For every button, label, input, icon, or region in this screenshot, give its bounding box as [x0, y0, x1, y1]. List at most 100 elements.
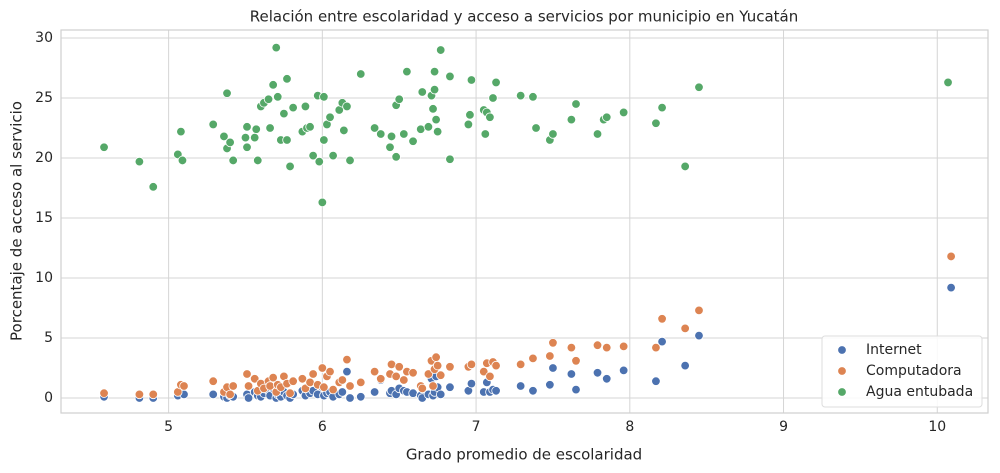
x-tick-label: 6	[318, 419, 327, 435]
point	[485, 112, 495, 122]
legend: Internet Computadora Agua entubada	[821, 335, 983, 408]
point	[428, 104, 438, 114]
point	[528, 353, 538, 364]
legend-marker	[837, 366, 847, 376]
point	[285, 388, 295, 398]
point	[225, 389, 235, 400]
point	[602, 374, 612, 384]
point	[342, 354, 352, 365]
point	[566, 342, 577, 353]
y-tick-label: 30	[35, 30, 53, 46]
point	[356, 69, 366, 79]
point	[243, 393, 254, 403]
x-tick-label: 8	[625, 419, 634, 435]
point	[571, 356, 581, 366]
point	[592, 129, 603, 139]
point	[325, 366, 335, 377]
point	[602, 342, 612, 353]
point	[317, 197, 328, 208]
point	[325, 112, 335, 122]
point	[943, 77, 953, 88]
point	[273, 92, 283, 102]
point	[528, 386, 538, 396]
point	[480, 129, 490, 139]
point	[445, 382, 455, 392]
point	[376, 129, 386, 139]
point	[308, 150, 318, 161]
point	[208, 119, 218, 130]
point	[228, 155, 238, 166]
point	[592, 340, 603, 350]
point	[417, 87, 427, 97]
point	[680, 161, 690, 172]
point	[297, 374, 308, 384]
point	[694, 330, 704, 341]
point	[548, 129, 558, 139]
point	[423, 122, 434, 132]
point	[946, 282, 956, 293]
point	[305, 122, 315, 132]
point	[282, 135, 292, 145]
point	[369, 387, 380, 397]
point	[391, 371, 401, 382]
point	[242, 122, 252, 132]
point	[428, 381, 438, 391]
point	[208, 389, 218, 400]
y-tick-label: 5	[44, 330, 53, 346]
point	[314, 156, 324, 167]
legend-box	[821, 335, 983, 408]
point	[222, 88, 232, 98]
point	[219, 131, 229, 142]
point	[391, 152, 401, 162]
point	[694, 82, 704, 92]
point	[429, 84, 440, 95]
point	[369, 366, 380, 377]
point	[515, 90, 526, 101]
legend-marker	[837, 387, 847, 397]
point	[356, 392, 366, 402]
point	[515, 359, 526, 370]
x-tick-label: 9	[779, 419, 788, 435]
point	[250, 132, 260, 143]
point	[417, 383, 427, 394]
point	[657, 336, 667, 347]
point	[134, 389, 145, 400]
legend-label: Agua entubada	[866, 384, 973, 400]
point	[491, 77, 501, 88]
point	[408, 136, 418, 146]
point	[466, 75, 477, 85]
point	[466, 359, 477, 370]
point	[251, 124, 261, 134]
point	[319, 92, 329, 102]
point	[99, 142, 109, 152]
point	[680, 360, 690, 371]
point	[436, 389, 446, 400]
y-tick-label: 0	[44, 390, 53, 406]
legend-marker	[837, 345, 847, 355]
point	[657, 314, 667, 324]
point	[566, 114, 577, 125]
point	[488, 93, 498, 103]
legend-label: Computadora	[866, 363, 962, 379]
point	[282, 74, 292, 84]
point	[339, 125, 349, 136]
point	[176, 126, 186, 137]
point	[592, 368, 603, 378]
point	[528, 92, 538, 102]
point	[436, 45, 446, 55]
point	[356, 377, 366, 388]
point	[148, 389, 158, 400]
point	[491, 360, 501, 371]
point	[288, 376, 298, 386]
point	[386, 131, 397, 142]
point	[288, 102, 298, 113]
point	[319, 382, 329, 392]
point	[271, 42, 281, 53]
point	[394, 362, 404, 372]
point	[445, 71, 455, 82]
plot-frame	[60, 29, 989, 414]
point	[243, 381, 254, 391]
point	[445, 362, 455, 372]
point	[242, 142, 252, 152]
